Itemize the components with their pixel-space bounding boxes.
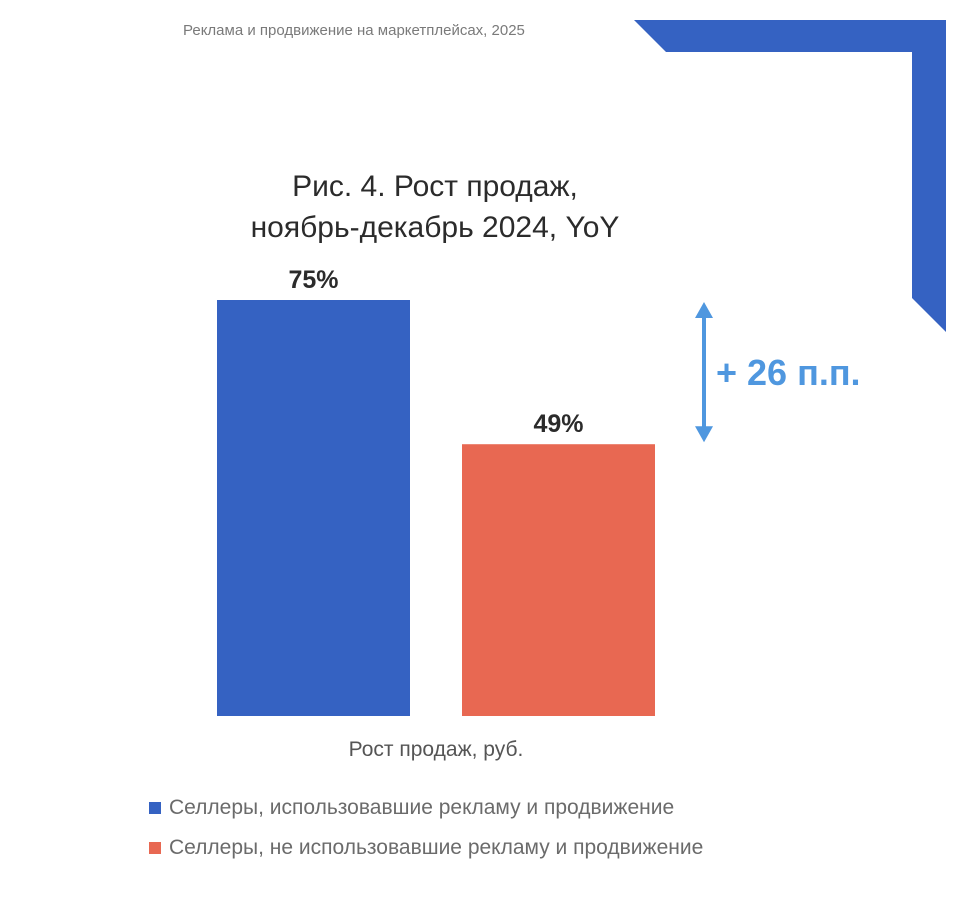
legend-item-without-ads: Селлеры, не использовавшие рекламу и про… — [149, 836, 703, 860]
legend-item-with-ads: Селлеры, использовавшие рекламу и продви… — [149, 796, 703, 820]
bar-without-ads — [462, 444, 655, 716]
legend: Селлеры, использовавшие рекламу и продви… — [149, 796, 703, 876]
bar-with-ads — [217, 300, 410, 716]
data-label-without-ads: 49% — [533, 410, 583, 438]
chart-title-line-1: Рис. 4. Рост продаж, — [292, 170, 578, 203]
report-header: Реклама и продвижение на маркетплейсах, … — [183, 22, 525, 39]
data-label-with-ads: 75% — [288, 266, 338, 294]
difference-annotation: + 26 п.п. — [716, 352, 861, 393]
legend-swatch-coral — [149, 842, 161, 854]
x-axis-label: Рост продаж, руб. — [349, 738, 524, 761]
legend-label-without-ads: Селлеры, не использовавшие рекламу и про… — [169, 836, 704, 859]
arrow-head-up — [695, 302, 713, 318]
chart-title-line-2: ноябрь-декабрь 2024, YoY — [250, 211, 620, 244]
legend-label-with-ads: Селлеры, использовавшие рекламу и продви… — [169, 796, 675, 819]
chart-title: Рис. 4. Рост продаж, ноябрь-декабрь 2024… — [120, 166, 750, 248]
arrow-head-down — [695, 426, 713, 443]
corner-decoration-shape — [634, 20, 946, 332]
legend-swatch-blue — [149, 802, 161, 814]
